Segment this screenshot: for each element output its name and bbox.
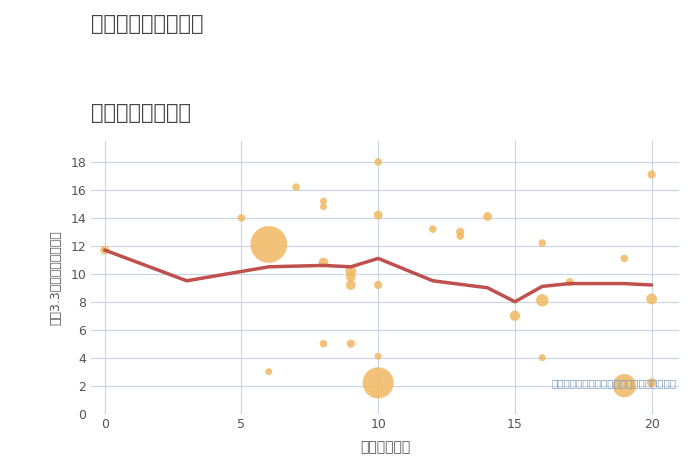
Point [318, 203, 329, 211]
Point [646, 171, 657, 178]
Point [537, 239, 548, 247]
Text: 千葉県館山市高井の: 千葉県館山市高井の [91, 14, 204, 34]
Point [564, 278, 575, 286]
Point [263, 241, 274, 248]
Point [318, 197, 329, 205]
Point [318, 340, 329, 347]
Point [537, 297, 548, 304]
Text: 駅距離別土地価格: 駅距離別土地価格 [91, 103, 191, 124]
Point [372, 158, 384, 166]
Point [263, 368, 274, 376]
Point [510, 312, 521, 320]
Point [372, 212, 384, 219]
Point [372, 379, 384, 387]
Y-axis label: 坪（3.3㎡）単価（万円）: 坪（3.3㎡）単価（万円） [49, 230, 62, 325]
X-axis label: 駅距離（分）: 駅距離（分） [360, 440, 410, 454]
Text: 円の大きさは、取引のあった物件面積を示す: 円の大きさは、取引のあった物件面積を示す [551, 379, 676, 389]
Point [345, 273, 356, 281]
Point [236, 214, 247, 222]
Point [345, 281, 356, 289]
Point [345, 267, 356, 275]
Point [646, 379, 657, 387]
Point [372, 352, 384, 360]
Point [99, 246, 111, 254]
Point [537, 354, 548, 361]
Point [345, 340, 356, 347]
Point [318, 259, 329, 266]
Point [619, 255, 630, 262]
Point [646, 295, 657, 303]
Point [454, 232, 466, 240]
Point [427, 225, 438, 233]
Point [372, 281, 384, 289]
Point [454, 228, 466, 235]
Point [290, 183, 302, 191]
Point [619, 382, 630, 390]
Point [482, 213, 493, 220]
